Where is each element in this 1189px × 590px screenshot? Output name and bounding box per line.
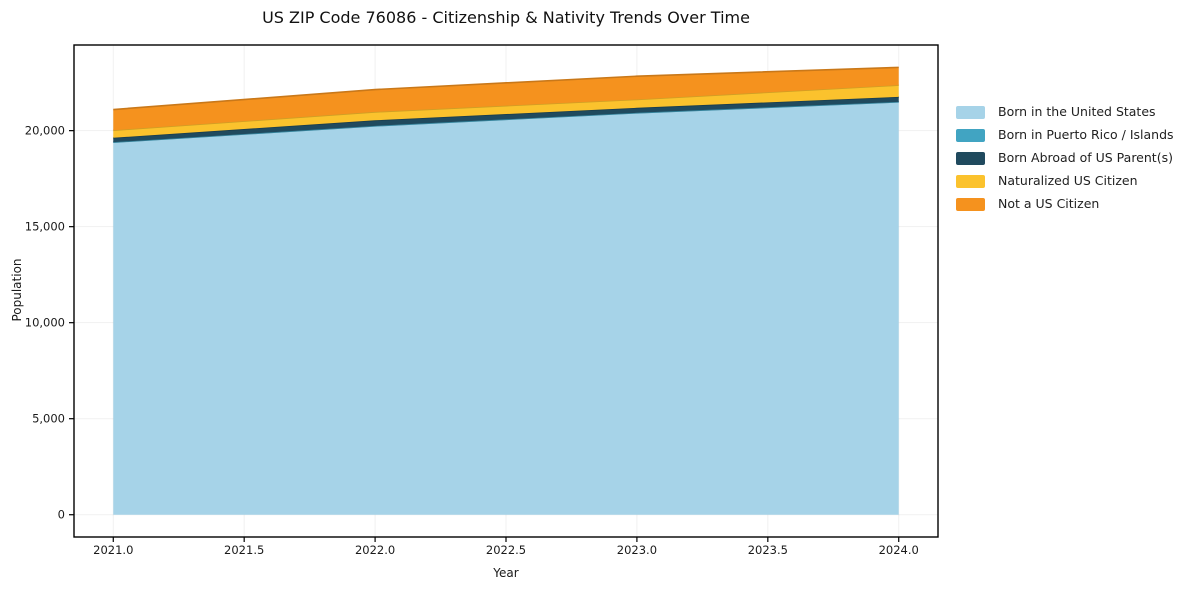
x-axis-label: Year bbox=[493, 566, 519, 580]
x-tick-label: 2022.0 bbox=[355, 543, 395, 557]
area-born-in-the-united-states bbox=[113, 101, 899, 515]
legend-swatch bbox=[956, 105, 985, 119]
y-tick-label: 20,000 bbox=[25, 124, 65, 138]
legend-item-born-in-puerto-rico-islands: Born in Puerto Rico / Islands bbox=[956, 128, 1174, 142]
x-tick-label: 2022.5 bbox=[486, 543, 526, 557]
area-not-a-us-citizen bbox=[113, 67, 899, 131]
x-tick-label: 2023.0 bbox=[617, 543, 657, 557]
y-tick-label: 15,000 bbox=[25, 220, 65, 234]
legend-label: Born in the United States bbox=[998, 104, 1156, 119]
legend: Born in the United States Born in Puerto … bbox=[956, 105, 1174, 211]
legend-label: Not a US Citizen bbox=[998, 196, 1100, 211]
x-tick-label: 2021.5 bbox=[224, 543, 264, 557]
x-tick-label: 2023.5 bbox=[748, 543, 788, 557]
x-tick-label: 2021.0 bbox=[93, 543, 133, 557]
legend-label: Naturalized US Citizen bbox=[998, 173, 1138, 188]
x-tick-label: 2024.0 bbox=[879, 543, 919, 557]
legend-item-naturalized-us-citizen: Naturalized US Citizen bbox=[956, 174, 1174, 188]
legend-label: Born Abroad of US Parent(s) bbox=[998, 150, 1173, 165]
area-naturalized-us-citizen bbox=[113, 85, 899, 138]
legend-label: Born in Puerto Rico / Islands bbox=[998, 127, 1174, 142]
area-edge-not-a-us-citizen bbox=[113, 66, 899, 111]
y-tick-label: 0 bbox=[58, 508, 65, 522]
area-born-abroad-of-us-parent-s bbox=[113, 96, 899, 143]
legend-item-not-a-us-citizen: Not a US Citizen bbox=[956, 197, 1174, 211]
legend-swatch bbox=[956, 151, 985, 165]
legend-item-born-in-the-united-states: Born in the United States bbox=[956, 105, 1174, 119]
y-tick-label: 5,000 bbox=[32, 412, 65, 426]
legend-item-born-abroad-of-us-parent-s: Born Abroad of US Parent(s) bbox=[956, 151, 1174, 165]
legend-swatch bbox=[956, 197, 985, 211]
legend-swatch bbox=[956, 128, 985, 142]
legend-swatch bbox=[956, 174, 985, 188]
chart-title: US ZIP Code 76086 - Citizenship & Nativi… bbox=[262, 8, 750, 27]
y-tick-label: 10,000 bbox=[25, 316, 65, 330]
